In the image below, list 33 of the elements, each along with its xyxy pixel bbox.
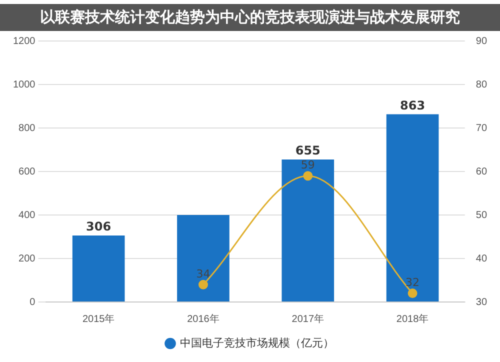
data-label: 306	[86, 220, 112, 234]
y-tick-label: 600	[18, 166, 36, 178]
y-tick-label: 1000	[12, 79, 36, 90]
data-label: 863	[400, 98, 426, 112]
point	[198, 280, 208, 290]
bar	[282, 160, 334, 302]
data-label: 34	[196, 267, 210, 280]
y2-tick-label: 50	[476, 210, 488, 221]
y2-tick-label: 40	[476, 253, 488, 264]
bar	[72, 235, 125, 302]
chart-title: 以联赛技术统计变化趋势为中心的竞技表现演进与战术发展研究	[0, 4, 500, 31]
y2-tick-label: 60	[476, 166, 488, 178]
y-tick-label: 200	[18, 253, 36, 264]
data-label: 32	[406, 276, 420, 290]
x-tick-label: 2015年	[82, 312, 115, 325]
y-tick-label: 400	[18, 210, 36, 221]
data-label: 655	[295, 144, 320, 158]
y2-tick-label: 30	[476, 296, 488, 308]
x-tick-label: 2017年	[292, 312, 324, 325]
y-tick-label: 0	[30, 296, 36, 308]
y-tick-label: 1200	[12, 36, 36, 47]
y2-tick-label: 80	[476, 79, 488, 90]
bar	[386, 114, 439, 302]
y2-tick-label: 70	[476, 122, 488, 134]
bar	[177, 215, 230, 302]
point	[408, 288, 418, 298]
x-tick-label: 2018年	[396, 312, 429, 325]
y2-tick-label: 90	[476, 36, 488, 47]
legend-label: 中国电子竞技市场规模（亿元）	[180, 336, 334, 350]
point	[303, 171, 313, 181]
x-tick-label: 2016年	[187, 312, 220, 325]
data-label: 59	[300, 158, 315, 172]
y-tick-label: 800	[18, 122, 36, 134]
